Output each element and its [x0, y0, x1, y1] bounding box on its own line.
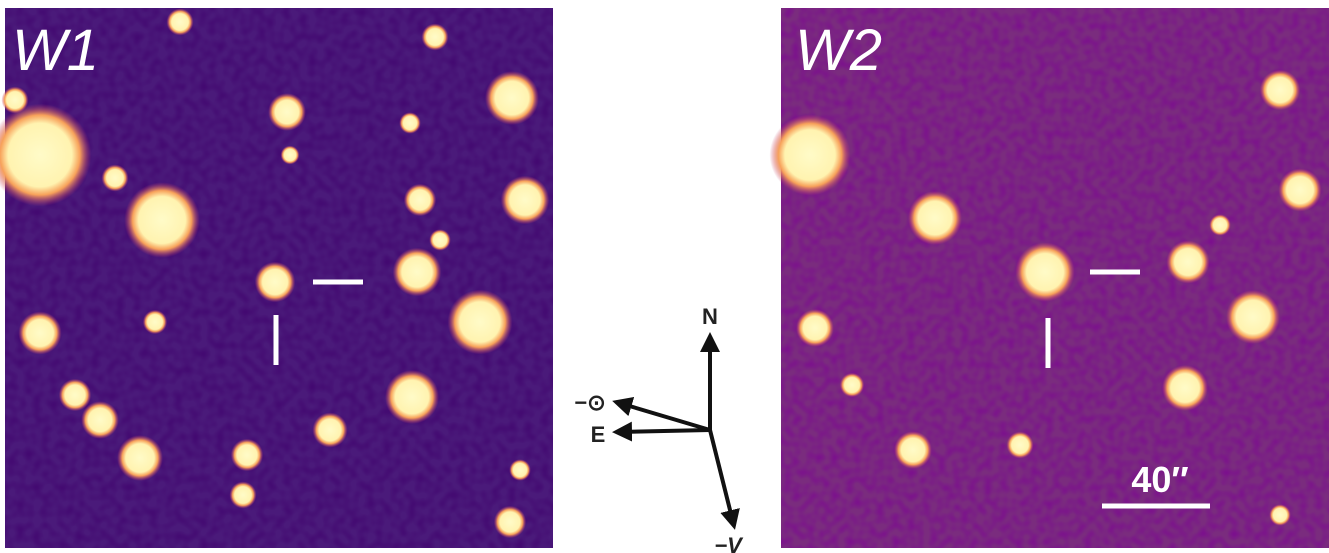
- scale-label: 40′′: [1131, 459, 1188, 500]
- star: [143, 310, 167, 334]
- panel-label: W2: [795, 18, 882, 83]
- star: [124, 182, 200, 258]
- star: [81, 401, 119, 439]
- star: [18, 311, 61, 354]
- north-label: N: [702, 304, 718, 329]
- star: [1166, 240, 1209, 283]
- star: [393, 248, 442, 297]
- star: [117, 435, 163, 481]
- arrow: [710, 430, 734, 526]
- star: [268, 93, 306, 131]
- star: [1162, 365, 1208, 411]
- star: [770, 115, 851, 196]
- arrow: [616, 430, 710, 432]
- star: [796, 309, 834, 347]
- figure: W1 W2 40′′ N E −⊙ −V: [0, 0, 1329, 553]
- star: [399, 112, 421, 134]
- star: [894, 431, 932, 469]
- star: [385, 370, 439, 424]
- star: [908, 191, 962, 245]
- star: [494, 506, 526, 538]
- star: [59, 379, 91, 411]
- star: [1278, 168, 1321, 211]
- star: [422, 24, 449, 51]
- arrow: [616, 402, 710, 430]
- velocity-label: −V: [714, 533, 744, 553]
- star: [429, 229, 451, 251]
- star: [448, 290, 513, 355]
- east-label: E: [591, 422, 606, 447]
- star: [255, 262, 296, 303]
- star: [404, 184, 436, 216]
- star: [167, 9, 194, 36]
- star: [1007, 432, 1034, 459]
- star: [840, 373, 864, 397]
- star: [281, 146, 300, 165]
- star: [312, 412, 347, 447]
- panel-w2: W2 40′′: [770, 8, 1329, 548]
- star: [485, 71, 539, 125]
- star: [230, 482, 257, 509]
- star: [102, 165, 129, 192]
- sun-label: −⊙: [574, 390, 605, 415]
- star: [1269, 504, 1291, 526]
- star: [1260, 70, 1301, 111]
- page: W1 W2 40′′ N E −⊙ −V (() => { const data…: [0, 0, 1329, 553]
- star: [1209, 214, 1231, 236]
- star: [2, 87, 29, 114]
- star: [509, 459, 531, 481]
- panel-w1: W1: [0, 8, 553, 548]
- star: [1015, 242, 1074, 301]
- star: [1226, 290, 1280, 344]
- compass: [616, 336, 734, 526]
- star: [501, 176, 550, 225]
- star: [231, 439, 263, 471]
- panel-label: W1: [12, 18, 99, 83]
